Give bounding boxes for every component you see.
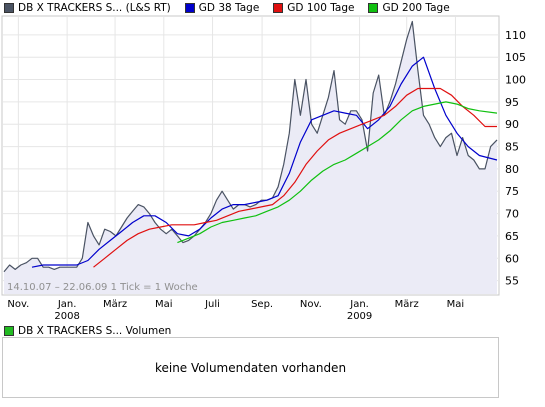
x-tick-label: März (395, 299, 419, 310)
y-tick-label: 55 (505, 275, 519, 288)
x-tick-year-label: 2008 (54, 311, 79, 320)
y-tick-label: 70 (505, 208, 519, 221)
y-tick-label: 85 (505, 141, 519, 154)
legend-label-gd200: GD 200 Tage (382, 2, 450, 14)
legend-item-price: DB X TRACKERS S... (L&S RT) (4, 2, 171, 14)
legend-swatch-gd38 (184, 3, 195, 13)
price-area-fill (4, 21, 497, 294)
volume-legend-swatch (4, 326, 14, 336)
series-line-0 (3, 20, 498, 273)
chart-legend: DB X TRACKERS S... (L&S RT) GD 38 Tage G… (4, 1, 464, 15)
x-tick-label: Mai (155, 299, 173, 310)
y-tick-label: 75 (505, 185, 519, 198)
legend-label-price: DB X TRACKERS S... (L&S RT) (18, 2, 171, 14)
legend-swatch-gd100 (273, 3, 284, 13)
x-tick-label: Mai (447, 299, 465, 310)
y-tick-label: 90 (505, 118, 519, 131)
volume-legend: DB X TRACKERS S... Volumen (4, 324, 171, 338)
y-tick-label: 60 (505, 252, 519, 265)
x-tick-year-label: 2009 (347, 311, 372, 320)
series-lines (3, 20, 498, 273)
y-tick-label: 100 (505, 74, 526, 87)
y-tick-label: 65 (505, 230, 519, 243)
legend-swatch-price (4, 3, 14, 13)
series-line-1 (31, 56, 498, 268)
x-tick-label: Juli (204, 299, 220, 310)
x-tick-label: Nov. (300, 299, 322, 310)
legend-item-gd38: GD 38 Tage (184, 2, 260, 14)
date-range-label: 14.10.07 – 22.06.09 1 Tick = 1 Woche (7, 282, 198, 293)
volume-panel: keine Volumendaten vorhanden (2, 337, 499, 398)
legend-item-gd100: GD 100 Tage (273, 2, 354, 14)
x-tick-label: März (103, 299, 127, 310)
legend-label-gd100: GD 100 Tage (287, 2, 355, 14)
volume-empty-message: keine Volumendaten vorhanden (154, 360, 347, 375)
price-area (4, 21, 497, 294)
y-tick-label: 95 (505, 96, 519, 109)
legend-item-gd200: GD 200 Tage (368, 2, 450, 14)
x-tick-label: Jan. (57, 299, 77, 310)
x-tick-label: Jan. (349, 299, 369, 310)
x-tick-label: Nov. (7, 299, 29, 310)
legend-swatch-gd200 (368, 3, 379, 13)
x-tick-label: Sep. (251, 299, 273, 310)
volume-legend-label: DB X TRACKERS S... Volumen (18, 325, 172, 337)
legend-label-gd38: GD 38 Tage (198, 2, 260, 14)
y-axis-ticks: 55 60 65 70 75 80 85 90 95 100 105 110 (505, 29, 526, 288)
y-tick-label: 110 (505, 29, 526, 42)
y-tick-label: 80 (505, 163, 519, 176)
series-line-2 (93, 87, 497, 268)
series-line-3 (177, 101, 498, 244)
y-tick-label: 105 (505, 51, 526, 64)
